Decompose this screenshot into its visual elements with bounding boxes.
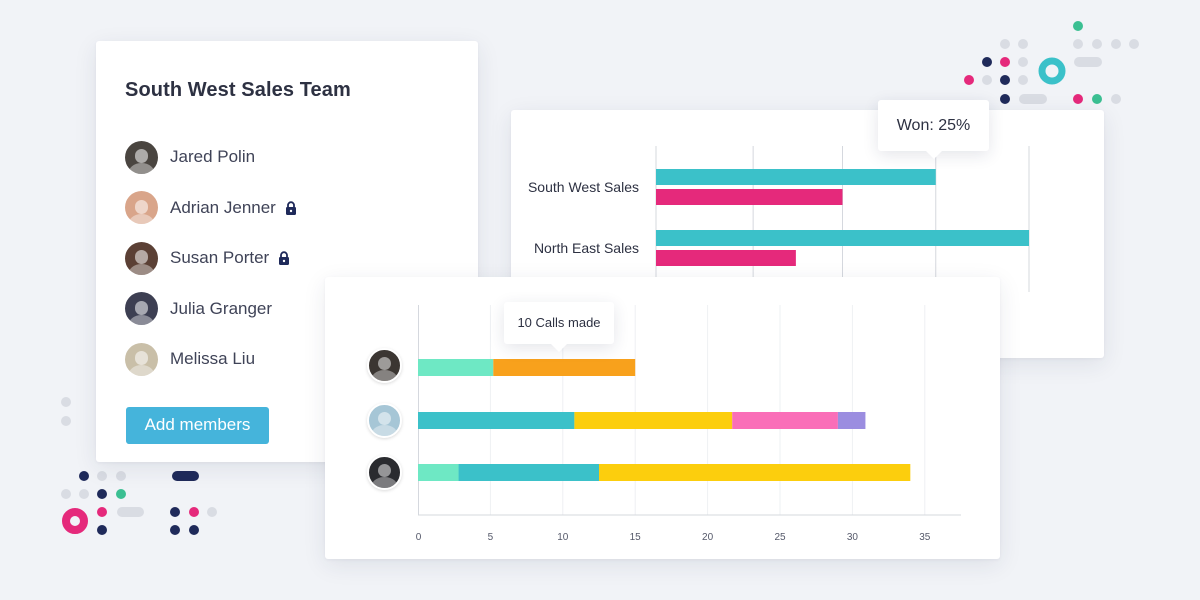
calls-bar-segment[interactable] xyxy=(418,412,575,429)
member-row[interactable]: Susan Porter xyxy=(125,233,478,284)
calls-bar-segment[interactable] xyxy=(599,464,911,481)
member-avatar-icon xyxy=(125,191,158,225)
member-row[interactable]: Melissa Liu xyxy=(125,334,478,385)
calls-bar-segment[interactable] xyxy=(837,412,866,429)
calls-tooltip: 10 Calls made xyxy=(504,302,614,352)
x-tick-label: 5 xyxy=(488,532,494,543)
calls-bar-segment[interactable] xyxy=(493,359,636,376)
person-avatar-icon xyxy=(367,455,402,490)
calls-bar-segment[interactable] xyxy=(732,412,838,429)
x-tick-label: 35 xyxy=(919,532,931,543)
calls-bar-segment[interactable] xyxy=(574,412,733,429)
member-row[interactable]: Julia Granger xyxy=(125,284,478,335)
x-tick-label: 15 xyxy=(630,532,642,543)
x-tick-label: 0 xyxy=(416,532,422,543)
sales-bar[interactable] xyxy=(656,250,796,266)
x-tick-label: 30 xyxy=(847,532,859,543)
member-avatar-icon xyxy=(125,241,158,275)
person-avatar-icon xyxy=(367,403,402,438)
lock-icon xyxy=(285,201,297,215)
sales-bar[interactable] xyxy=(656,230,1029,246)
calls-chart-card: 0 5 10 15 20 25 30 35 xyxy=(325,277,1000,559)
sales-bar[interactable] xyxy=(656,169,936,185)
x-tick-label: 20 xyxy=(702,532,714,543)
x-tick-label: 25 xyxy=(774,532,786,543)
lock-icon xyxy=(278,251,290,266)
member-name: Jared Polin xyxy=(170,147,256,167)
member-name: Susan Porter xyxy=(170,248,270,268)
won-tooltip: Won: 25% xyxy=(878,100,989,159)
x-tick-label: 10 xyxy=(557,532,569,543)
category-label: South West Sales xyxy=(528,179,639,195)
person-avatar-icon xyxy=(367,348,402,383)
sales-chart: South West Sales North East Sales xyxy=(528,146,1030,292)
member-avatar-icon xyxy=(125,292,158,326)
sales-bar[interactable] xyxy=(656,189,843,205)
member-row[interactable]: Jared Polin xyxy=(125,132,478,183)
add-members-button[interactable]: Add members xyxy=(126,406,269,444)
member-name: Julia Granger xyxy=(170,298,273,318)
member-name: Adrian Jenner xyxy=(170,197,276,217)
category-label: North East Sales xyxy=(534,240,639,256)
member-avatar-icon xyxy=(125,342,158,376)
calls-chart: 0 5 10 15 20 25 30 35 xyxy=(416,305,961,543)
member-row[interactable]: Adrian Jenner xyxy=(125,183,478,234)
member-name: Melissa Liu xyxy=(170,349,256,369)
calls-bar-segment[interactable] xyxy=(458,464,599,481)
team-title: South West Sales Team xyxy=(125,79,351,101)
member-list: Jared Polin Adrian Jenner Susan Porter J… xyxy=(125,132,478,385)
calls-bar-segment[interactable] xyxy=(418,464,459,481)
member-avatar-icon xyxy=(125,140,158,174)
calls-bar-segment[interactable] xyxy=(418,359,494,376)
